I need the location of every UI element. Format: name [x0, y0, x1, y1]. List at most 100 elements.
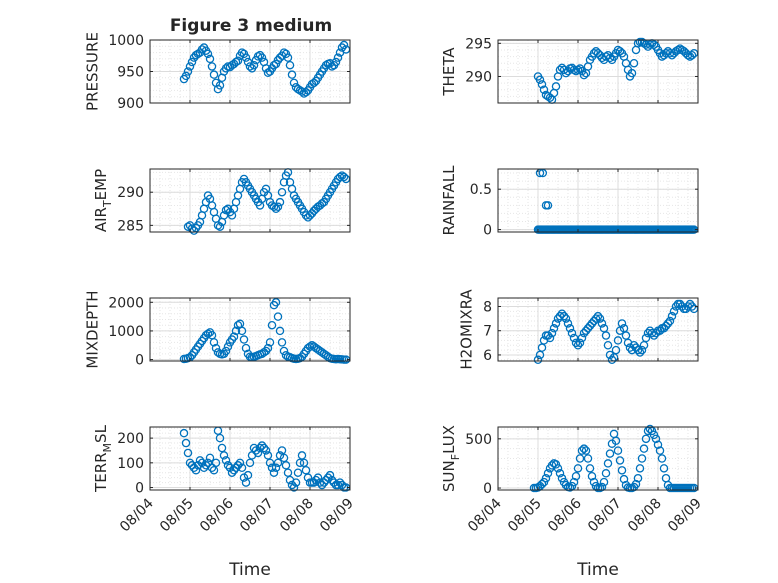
- data-point: [627, 68, 637, 78]
- data-point: [605, 449, 615, 458]
- data-point: [183, 67, 193, 76]
- data-point: [545, 333, 555, 343]
- data-point: [335, 172, 345, 182]
- data-point: [279, 346, 289, 356]
- data-point: [275, 53, 285, 62]
- data-point: [657, 454, 667, 463]
- data-point: [633, 473, 643, 483]
- y-axis-label-subscript: T: [101, 200, 114, 208]
- data-point: [325, 470, 335, 480]
- data-point: [575, 338, 585, 348]
- data-point: [573, 464, 583, 473]
- data-point: [605, 53, 615, 63]
- y-axis-label: TERRMSL: [92, 424, 114, 493]
- data-point: [571, 471, 581, 481]
- x-tick-label: 08/07: [237, 496, 277, 536]
- data-point: [633, 345, 643, 355]
- data-point: [665, 316, 675, 326]
- data-point: [277, 187, 287, 197]
- data-point: [197, 45, 207, 54]
- data-point: [269, 468, 279, 477]
- data-point: [617, 319, 627, 328]
- data-point: [271, 204, 281, 214]
- data-point: [301, 88, 311, 97]
- data-point: [639, 444, 649, 453]
- data-point: [597, 482, 607, 492]
- data-point: [305, 342, 315, 351]
- data-point: [219, 451, 229, 460]
- data-point: [271, 298, 281, 307]
- data-point: [275, 197, 285, 207]
- data-point: [263, 343, 273, 353]
- subplot-h2omixra: 6 7 8 H2OMIXRA: [457, 289, 699, 370]
- y-tick-label: 0: [135, 353, 144, 369]
- data-point: [293, 468, 303, 477]
- subplot-mixdepth: 0 1000 2000 MIXDEPTH: [84, 290, 351, 369]
- data-point: [209, 338, 219, 347]
- x-tick-label: 08/05: [505, 496, 545, 536]
- data-point: [233, 320, 243, 330]
- data-point: [181, 438, 191, 448]
- subplot-pressure: 900 950 1000 PRESSURE: [84, 32, 351, 112]
- data-point: [265, 458, 275, 468]
- y-axis-label: RAINFALL: [440, 165, 458, 236]
- data-point: [607, 355, 617, 365]
- data-point: [551, 82, 561, 91]
- x-tick-label: 08/05: [157, 496, 197, 536]
- data-point: [577, 333, 587, 343]
- y-tick-label: 7: [483, 324, 492, 340]
- data-point: [279, 48, 289, 57]
- data-point: [295, 458, 305, 468]
- data-point: [337, 43, 347, 52]
- data-point: [217, 443, 227, 453]
- data-point: [333, 53, 343, 62]
- x-tick-label: 08/08: [277, 496, 317, 536]
- y-tick-label: 500: [465, 432, 492, 448]
- y-tick-label: 8: [483, 299, 492, 315]
- data-point: [613, 336, 623, 345]
- data-point: [673, 45, 683, 55]
- axes-box: [149, 168, 351, 233]
- data-point: [551, 460, 561, 469]
- data-point: [239, 335, 249, 344]
- data-point: [237, 48, 247, 57]
- data-point: [601, 331, 611, 340]
- data-point: [281, 461, 291, 470]
- data-point: [301, 465, 311, 475]
- subplot-terr_msl: 08/04 08/05 08/06 08/07 08/08 08/090100200TER…: [92, 424, 357, 580]
- data-point: [221, 346, 231, 356]
- data-point: [553, 464, 563, 473]
- y-axis-label-part: EMP: [92, 169, 110, 200]
- data-point: [211, 343, 221, 353]
- data-point: [649, 40, 659, 49]
- data-point: [533, 355, 543, 365]
- data-point: [569, 65, 579, 75]
- data-point: [601, 469, 611, 478]
- data-point: [537, 80, 547, 89]
- y-axis-label: MIXDEPTH: [84, 290, 102, 368]
- data-point: [637, 454, 647, 463]
- y-axis-label: SUNFLUX: [440, 425, 462, 492]
- data-point: [259, 443, 269, 453]
- data-point: [663, 319, 673, 328]
- axes-box: [497, 426, 699, 491]
- data-point: [543, 469, 553, 478]
- data-point: [243, 470, 253, 480]
- x-axis-label: Time: [228, 560, 271, 580]
- data-point: [205, 453, 215, 463]
- data-point: [291, 478, 301, 487]
- subplot-sun_flux: 08/04 08/05 08/06 08/07 08/08 08/090500SUNFLU…: [440, 424, 705, 580]
- data-point: [619, 474, 629, 484]
- data-point: [645, 40, 655, 49]
- data-point: [237, 326, 247, 336]
- data-point: [613, 446, 623, 455]
- data-point: [629, 58, 639, 68]
- y-axis-label-part: AIR: [92, 207, 110, 232]
- x-tick-label: 08/09: [317, 496, 357, 536]
- data-point: [203, 49, 213, 59]
- data-point: [331, 57, 341, 67]
- data-point: [585, 464, 595, 473]
- data-point: [287, 70, 297, 79]
- data-point: [215, 433, 225, 443]
